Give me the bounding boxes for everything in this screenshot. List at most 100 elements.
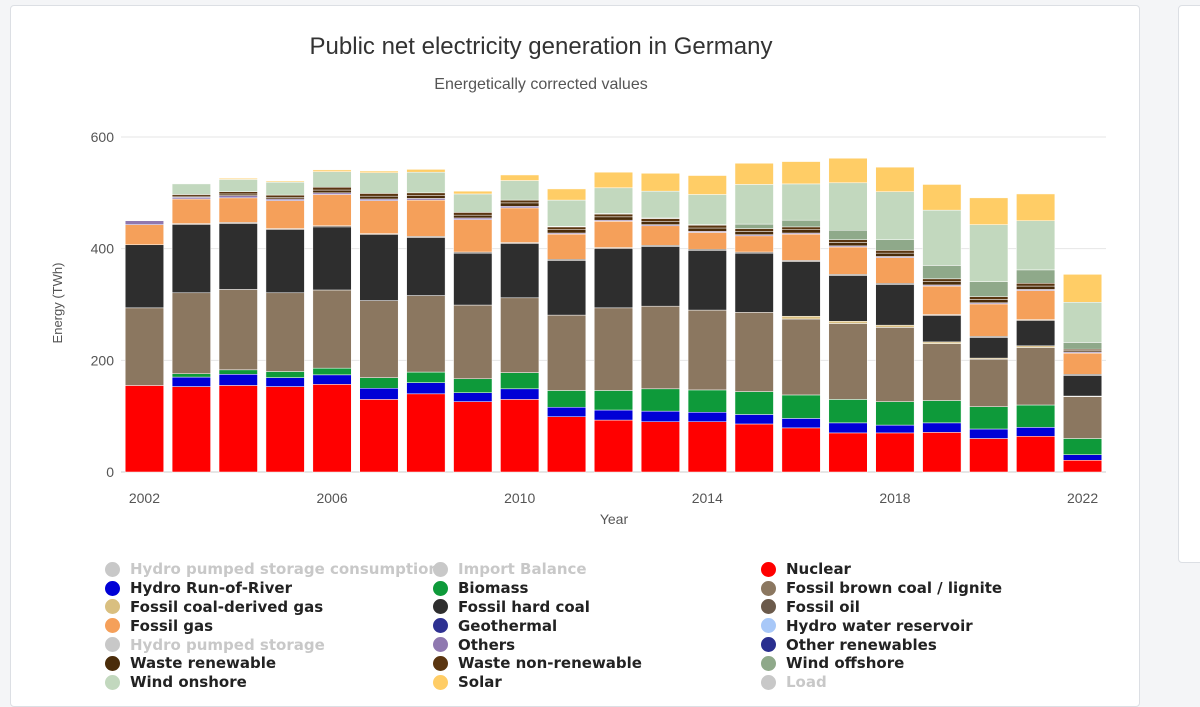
bar-segment-fossil-gas-2012[interactable] xyxy=(594,221,633,248)
bar-segment-wind-onshore-2009[interactable] xyxy=(453,193,493,213)
legend-item-others[interactable]: Others xyxy=(433,635,761,654)
bar-segment-wind-onshore-2010[interactable] xyxy=(500,180,540,201)
bar-segment-others-2004[interactable] xyxy=(218,195,258,199)
bar-segment-fossil-hard-coal-2017[interactable] xyxy=(828,275,868,322)
bar-segment-wind-onshore-2005[interactable] xyxy=(265,181,305,196)
bar-segment-hydro-run-of-river-2016[interactable] xyxy=(781,418,821,429)
bar-segment-nuclear-2022[interactable] xyxy=(1063,460,1103,473)
bar-segment-nuclear-2008[interactable] xyxy=(406,393,446,473)
legend-item-waste-renewable[interactable]: Waste renewable xyxy=(105,654,433,673)
bar-segment-wind-onshore-2015[interactable] xyxy=(734,184,774,225)
bar-segment-wind-onshore-2013[interactable] xyxy=(640,190,680,219)
bar-segment-waste-renewable-2022[interactable] xyxy=(1063,350,1103,353)
bar-segment-others-2010[interactable] xyxy=(500,205,540,209)
bar-segment-hydro-run-of-river-2011[interactable] xyxy=(547,406,587,417)
bar-segment-others-2007[interactable] xyxy=(359,198,399,201)
bar-segment-waste-renewable-2006[interactable] xyxy=(312,189,352,194)
bar-segment-hydro-run-of-river-2008[interactable] xyxy=(406,382,446,395)
bar-segment-fossil-gas-2022[interactable] xyxy=(1063,352,1103,375)
bar-segment-solar-2022[interactable] xyxy=(1063,274,1103,303)
bar-segment-wind-offshore-2015[interactable] xyxy=(734,223,774,229)
bar-segment-wind-onshore-2016[interactable] xyxy=(781,183,821,221)
bar-segment-nuclear-2012[interactable] xyxy=(594,419,633,473)
bar-segment-nuclear-2019[interactable] xyxy=(922,432,962,473)
bar-segment-waste-non-renewable-2007[interactable] xyxy=(359,193,399,197)
bar-segment-fossil-hard-coal-2010[interactable] xyxy=(500,243,540,299)
bar-segment-fossil-brown-coal-lignite-2014[interactable] xyxy=(687,309,727,391)
bar-segment-solar-2016[interactable] xyxy=(781,161,821,185)
bar-segment-fossil-hard-coal-2011[interactable] xyxy=(547,260,587,316)
legend-item-wind-offshore[interactable]: Wind offshore xyxy=(761,654,1101,673)
bar-segment-fossil-brown-coal-lignite-2013[interactable] xyxy=(640,305,680,390)
bar-segment-fossil-hard-coal-2008[interactable] xyxy=(406,237,446,296)
bar-segment-solar-2009[interactable] xyxy=(453,190,493,195)
legend-item-solar[interactable]: Solar xyxy=(433,673,761,692)
legend-item-fossil-oil[interactable]: Fossil oil xyxy=(761,598,1101,617)
bar-segment-waste-renewable-2018[interactable] xyxy=(875,252,915,257)
legend-item-hydro-run-of-river[interactable]: Hydro Run-of-River xyxy=(105,579,433,598)
bar-segment-wind-offshore-2018[interactable] xyxy=(875,239,915,251)
bar-segment-fossil-gas-2014[interactable] xyxy=(687,232,727,250)
bar-segment-others-2002[interactable] xyxy=(124,220,164,225)
bar-segment-waste-renewable-2009[interactable] xyxy=(453,214,493,219)
bar-segment-waste-renewable-2014[interactable] xyxy=(687,227,727,232)
bar-segment-biomass-2008[interactable] xyxy=(406,371,446,383)
bar-segment-hydro-run-of-river-2004[interactable] xyxy=(218,374,258,386)
bar-segment-fossil-gas-2002[interactable] xyxy=(124,224,164,246)
bar-segment-nuclear-2002[interactable] xyxy=(124,385,164,473)
bar-segment-biomass-2006[interactable] xyxy=(312,367,352,376)
bar-segment-hydro-run-of-river-2012[interactable] xyxy=(594,409,633,421)
bar-segment-wind-onshore-2019[interactable] xyxy=(922,209,962,266)
bar-segment-wind-onshore-2020[interactable] xyxy=(969,224,1009,282)
bar-segment-waste-non-renewable-2003[interactable] xyxy=(171,194,211,197)
bar-segment-biomass-2019[interactable] xyxy=(922,400,962,424)
bar-segment-nuclear-2007[interactable] xyxy=(359,399,399,473)
bar-segment-wind-offshore-2017[interactable] xyxy=(828,229,868,240)
bar-segment-fossil-hard-coal-2016[interactable] xyxy=(781,261,821,317)
legend-item-fossil-brown-coal-lignite[interactable]: Fossil brown coal / lignite xyxy=(761,579,1101,598)
bar-segment-fossil-hard-coal-2014[interactable] xyxy=(687,250,727,311)
bar-segment-solar-2007[interactable] xyxy=(359,170,399,173)
bar-segment-fossil-brown-coal-lignite-2007[interactable] xyxy=(359,300,399,378)
legend-item-fossil-gas[interactable]: Fossil gas xyxy=(105,616,433,635)
bar-segment-solar-2005[interactable] xyxy=(265,180,305,183)
bar-segment-nuclear-2006[interactable] xyxy=(312,384,352,473)
bar-segment-fossil-gas-2008[interactable] xyxy=(406,199,446,237)
bar-segment-solar-2010[interactable] xyxy=(500,174,540,181)
bar-segment-fossil-brown-coal-lignite-2015[interactable] xyxy=(734,312,774,392)
bar-segment-nuclear-2010[interactable] xyxy=(500,399,540,473)
bar-segment-wind-onshore-2003[interactable] xyxy=(171,183,211,195)
bar-segment-nuclear-2015[interactable] xyxy=(734,423,774,473)
bar-segment-hydro-run-of-river-2006[interactable] xyxy=(312,374,352,385)
bar-segment-fossil-gas-2021[interactable] xyxy=(1016,290,1056,320)
bar-segment-wind-onshore-2017[interactable] xyxy=(828,182,868,231)
bar-segment-solar-2008[interactable] xyxy=(406,169,446,173)
bar-segment-fossil-gas-2010[interactable] xyxy=(500,207,540,243)
bar-segment-fossil-brown-coal-lignite-2018[interactable] xyxy=(875,327,915,402)
bar-segment-wind-onshore-2018[interactable] xyxy=(875,191,915,240)
bar-segment-solar-2017[interactable] xyxy=(828,157,868,184)
legend-item-hydro-water-reservoir[interactable]: Hydro water reservoir xyxy=(761,616,1101,635)
bar-segment-biomass-2012[interactable] xyxy=(594,390,633,411)
bar-segment-waste-renewable-2012[interactable] xyxy=(594,216,633,221)
bar-segment-waste-renewable-2021[interactable] xyxy=(1016,285,1056,290)
bar-segment-fossil-brown-coal-lignite-2010[interactable] xyxy=(500,297,540,373)
bar-segment-solar-2011[interactable] xyxy=(547,188,587,201)
bar-segment-nuclear-2018[interactable] xyxy=(875,432,915,473)
legend-item-nuclear[interactable]: Nuclear xyxy=(761,560,1101,579)
bar-segment-solar-2019[interactable] xyxy=(922,184,962,211)
legend-item-wind-onshore[interactable]: Wind onshore xyxy=(105,673,433,692)
bar-segment-waste-renewable-2015[interactable] xyxy=(734,231,774,235)
bar-segment-nuclear-2011[interactable] xyxy=(547,416,587,473)
bar-segment-fossil-gas-2020[interactable] xyxy=(969,303,1009,337)
bar-segment-wind-onshore-2004[interactable] xyxy=(218,179,258,192)
bar-segment-biomass-2005[interactable] xyxy=(265,371,305,378)
bar-segment-biomass-2015[interactable] xyxy=(734,391,774,415)
bar-segment-solar-2012[interactable] xyxy=(594,171,633,189)
bar-segment-solar-2013[interactable] xyxy=(640,173,680,192)
bar-segment-biomass-2011[interactable] xyxy=(547,390,587,408)
bar-segment-solar-2006[interactable] xyxy=(312,169,352,172)
bar-segment-solar-2018[interactable] xyxy=(875,166,915,192)
bar-segment-others-2005[interactable] xyxy=(265,198,305,201)
bar-segment-solar-2004[interactable] xyxy=(218,178,258,180)
